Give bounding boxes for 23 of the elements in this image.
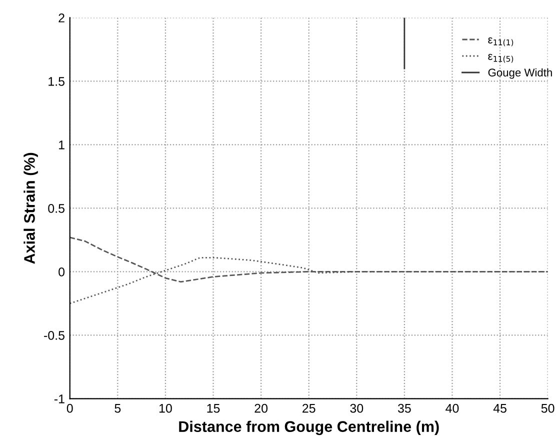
y-tick-label: -0.5 [44,331,64,340]
y-tick-label: -1 [54,394,64,404]
y-tick-label: 1.5 [48,77,64,86]
x-tick-label: 0 [66,404,73,413]
x-tick-label: 5 [114,404,121,413]
y-axis-title: Axial Strain (%) [24,152,38,264]
x-tick-label: 50 [541,404,554,413]
legend-label: Gouge Width [488,68,552,79]
x-tick-label: 10 [159,404,172,413]
x-tick-label: 25 [302,404,316,413]
x-tick-label: 45 [493,404,506,413]
x-tick-label: 35 [398,404,411,413]
x-tick-label: 20 [254,404,268,413]
x-tick-label: 15 [207,404,220,413]
legend-label: ε$_{11(1)}$ [488,37,514,46]
y-tick-label: 2 [58,14,64,22]
x-axis-title: Distance from Gouge Centreline (m) [179,420,439,436]
y-tick-label: 1 [59,140,64,150]
legend-label: ε$_{11(5)}$ [488,54,514,63]
y-tick-label: 0.5 [48,204,64,213]
x-tick-label: 30 [350,404,364,413]
y-tick-label: 0 [58,268,65,276]
x-tick-label: 40 [446,404,459,413]
